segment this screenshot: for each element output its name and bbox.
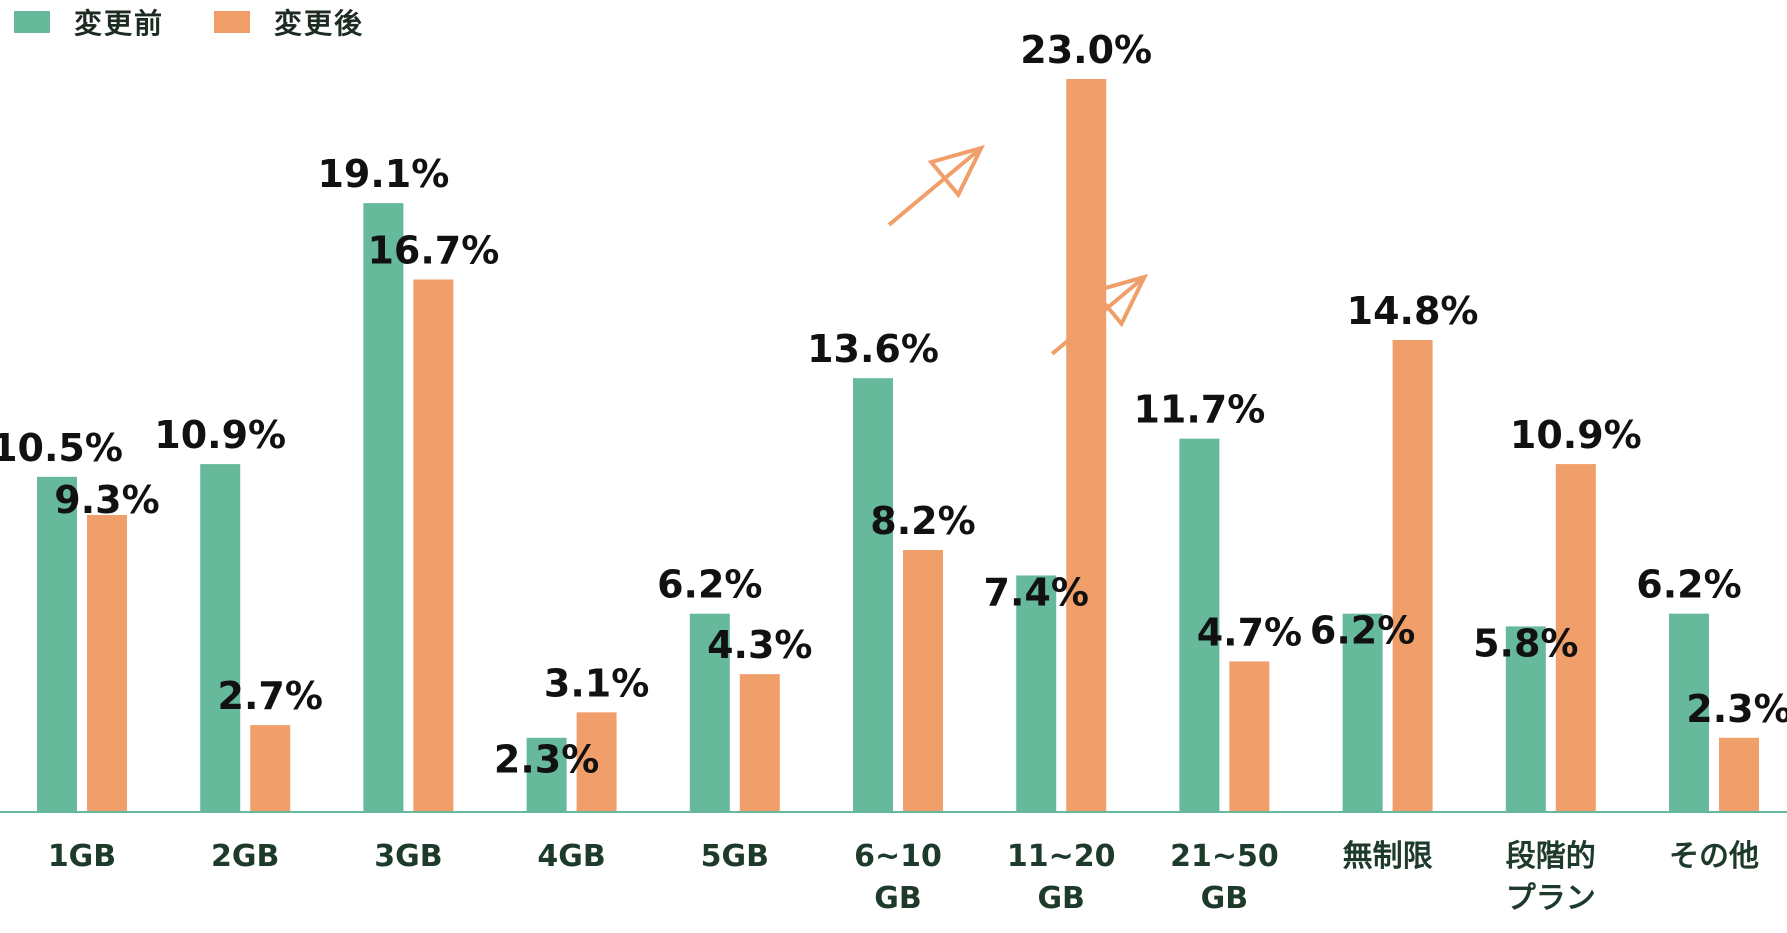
- bar-before-6: [1016, 575, 1057, 811]
- category-label-0: 1GB: [48, 839, 116, 874]
- data-label-before-5: 13.6%: [807, 327, 939, 371]
- data-label-after-3: 3.1%: [544, 661, 649, 705]
- category-label-3: 4GB: [537, 839, 605, 874]
- bar-before-8: [1342, 613, 1383, 811]
- legend-item-after: 変更後: [214, 2, 364, 42]
- data-label-after-8: 14.8%: [1347, 289, 1479, 333]
- data-label-after-6: 23.0%: [1020, 28, 1152, 72]
- data-label-before-8: 6.2%: [1310, 609, 1415, 653]
- bar-before-10: [1669, 613, 1709, 811]
- bar-after-3: [576, 712, 617, 811]
- category-label-8: 無制限: [1343, 839, 1433, 874]
- data-label-after-5: 8.2%: [870, 499, 975, 543]
- category-label-7-line-1: GB: [1201, 881, 1249, 916]
- category-label-6-line-1: GB: [1037, 881, 1085, 916]
- data-label-before-10: 6.2%: [1636, 563, 1741, 607]
- bar-before-7: [1179, 438, 1220, 811]
- category-label-9-line-1: プラン: [1506, 881, 1596, 916]
- legend: 変更前 変更後: [14, 2, 414, 42]
- bar-after-9: [1555, 464, 1596, 811]
- bar-before-3: [526, 737, 567, 811]
- data-label-after-4: 4.3%: [707, 623, 812, 667]
- bar-before-9: [1505, 626, 1546, 811]
- data-label-before-6: 7.4%: [984, 570, 1089, 614]
- category-label-2: 3GB: [374, 839, 442, 874]
- bar-after-2: [413, 279, 454, 811]
- category-label-5-line-0: 6~10: [854, 839, 942, 874]
- bar-after-8: [1392, 339, 1433, 811]
- data-label-after-10: 2.3%: [1686, 687, 1787, 731]
- bar-before-4: [689, 613, 730, 811]
- data-label-after-0: 9.3%: [54, 478, 159, 522]
- category-label-5-line-1: GB: [874, 881, 922, 916]
- bar-after-4: [739, 674, 780, 811]
- legend-swatch-before: [14, 11, 50, 33]
- bar-after-1: [250, 725, 291, 811]
- data-label-after-7: 4.7%: [1197, 610, 1302, 654]
- bar-after-5: [903, 550, 943, 811]
- data-label-before-9: 5.8%: [1473, 621, 1578, 665]
- annotation-arrow-head-1: [1090, 273, 1149, 328]
- bar-after-0: [87, 515, 127, 811]
- legend-swatch-after: [214, 11, 251, 33]
- data-label-before-4: 6.2%: [657, 563, 762, 607]
- annotation-arrow-shaft-0: [887, 146, 983, 227]
- category-label-9-line-0: 段階的: [1506, 839, 1596, 874]
- bar-after-6: [1066, 79, 1107, 811]
- bar-before-2: [363, 203, 404, 812]
- data-label-before-2: 19.1%: [317, 152, 449, 196]
- category-label-10: その他: [1669, 839, 1759, 874]
- data-label-before-0: 10.5%: [0, 426, 123, 470]
- data-label-after-2: 16.7%: [367, 229, 499, 273]
- legend-item-before: 変更前: [14, 2, 164, 42]
- legend-label-before: 変更前: [74, 7, 165, 40]
- bar-after-10: [1719, 737, 1759, 811]
- category-label-7-line-0: 21~50: [1170, 839, 1279, 874]
- legend-label-after: 変更後: [274, 7, 365, 40]
- data-label-after-9: 10.9%: [1510, 413, 1642, 457]
- category-label-1: 2GB: [211, 839, 279, 874]
- bar-before-0: [37, 476, 77, 811]
- annotation-arrow-shaft-1: [1050, 275, 1146, 356]
- data-label-before-1: 10.9%: [154, 413, 286, 457]
- annotation-arrow-head-0: [927, 144, 985, 199]
- bar-before-5: [853, 378, 893, 811]
- bar-after-7: [1229, 661, 1270, 811]
- bar-before-1: [200, 464, 241, 811]
- category-label-4: 5GB: [701, 839, 769, 874]
- data-label-before-3: 2.3%: [494, 737, 599, 781]
- category-label-6-line-0: 11~20: [1007, 839, 1116, 874]
- data-label-before-7: 11.7%: [1133, 388, 1265, 432]
- data-label-after-1: 2.7%: [218, 674, 323, 718]
